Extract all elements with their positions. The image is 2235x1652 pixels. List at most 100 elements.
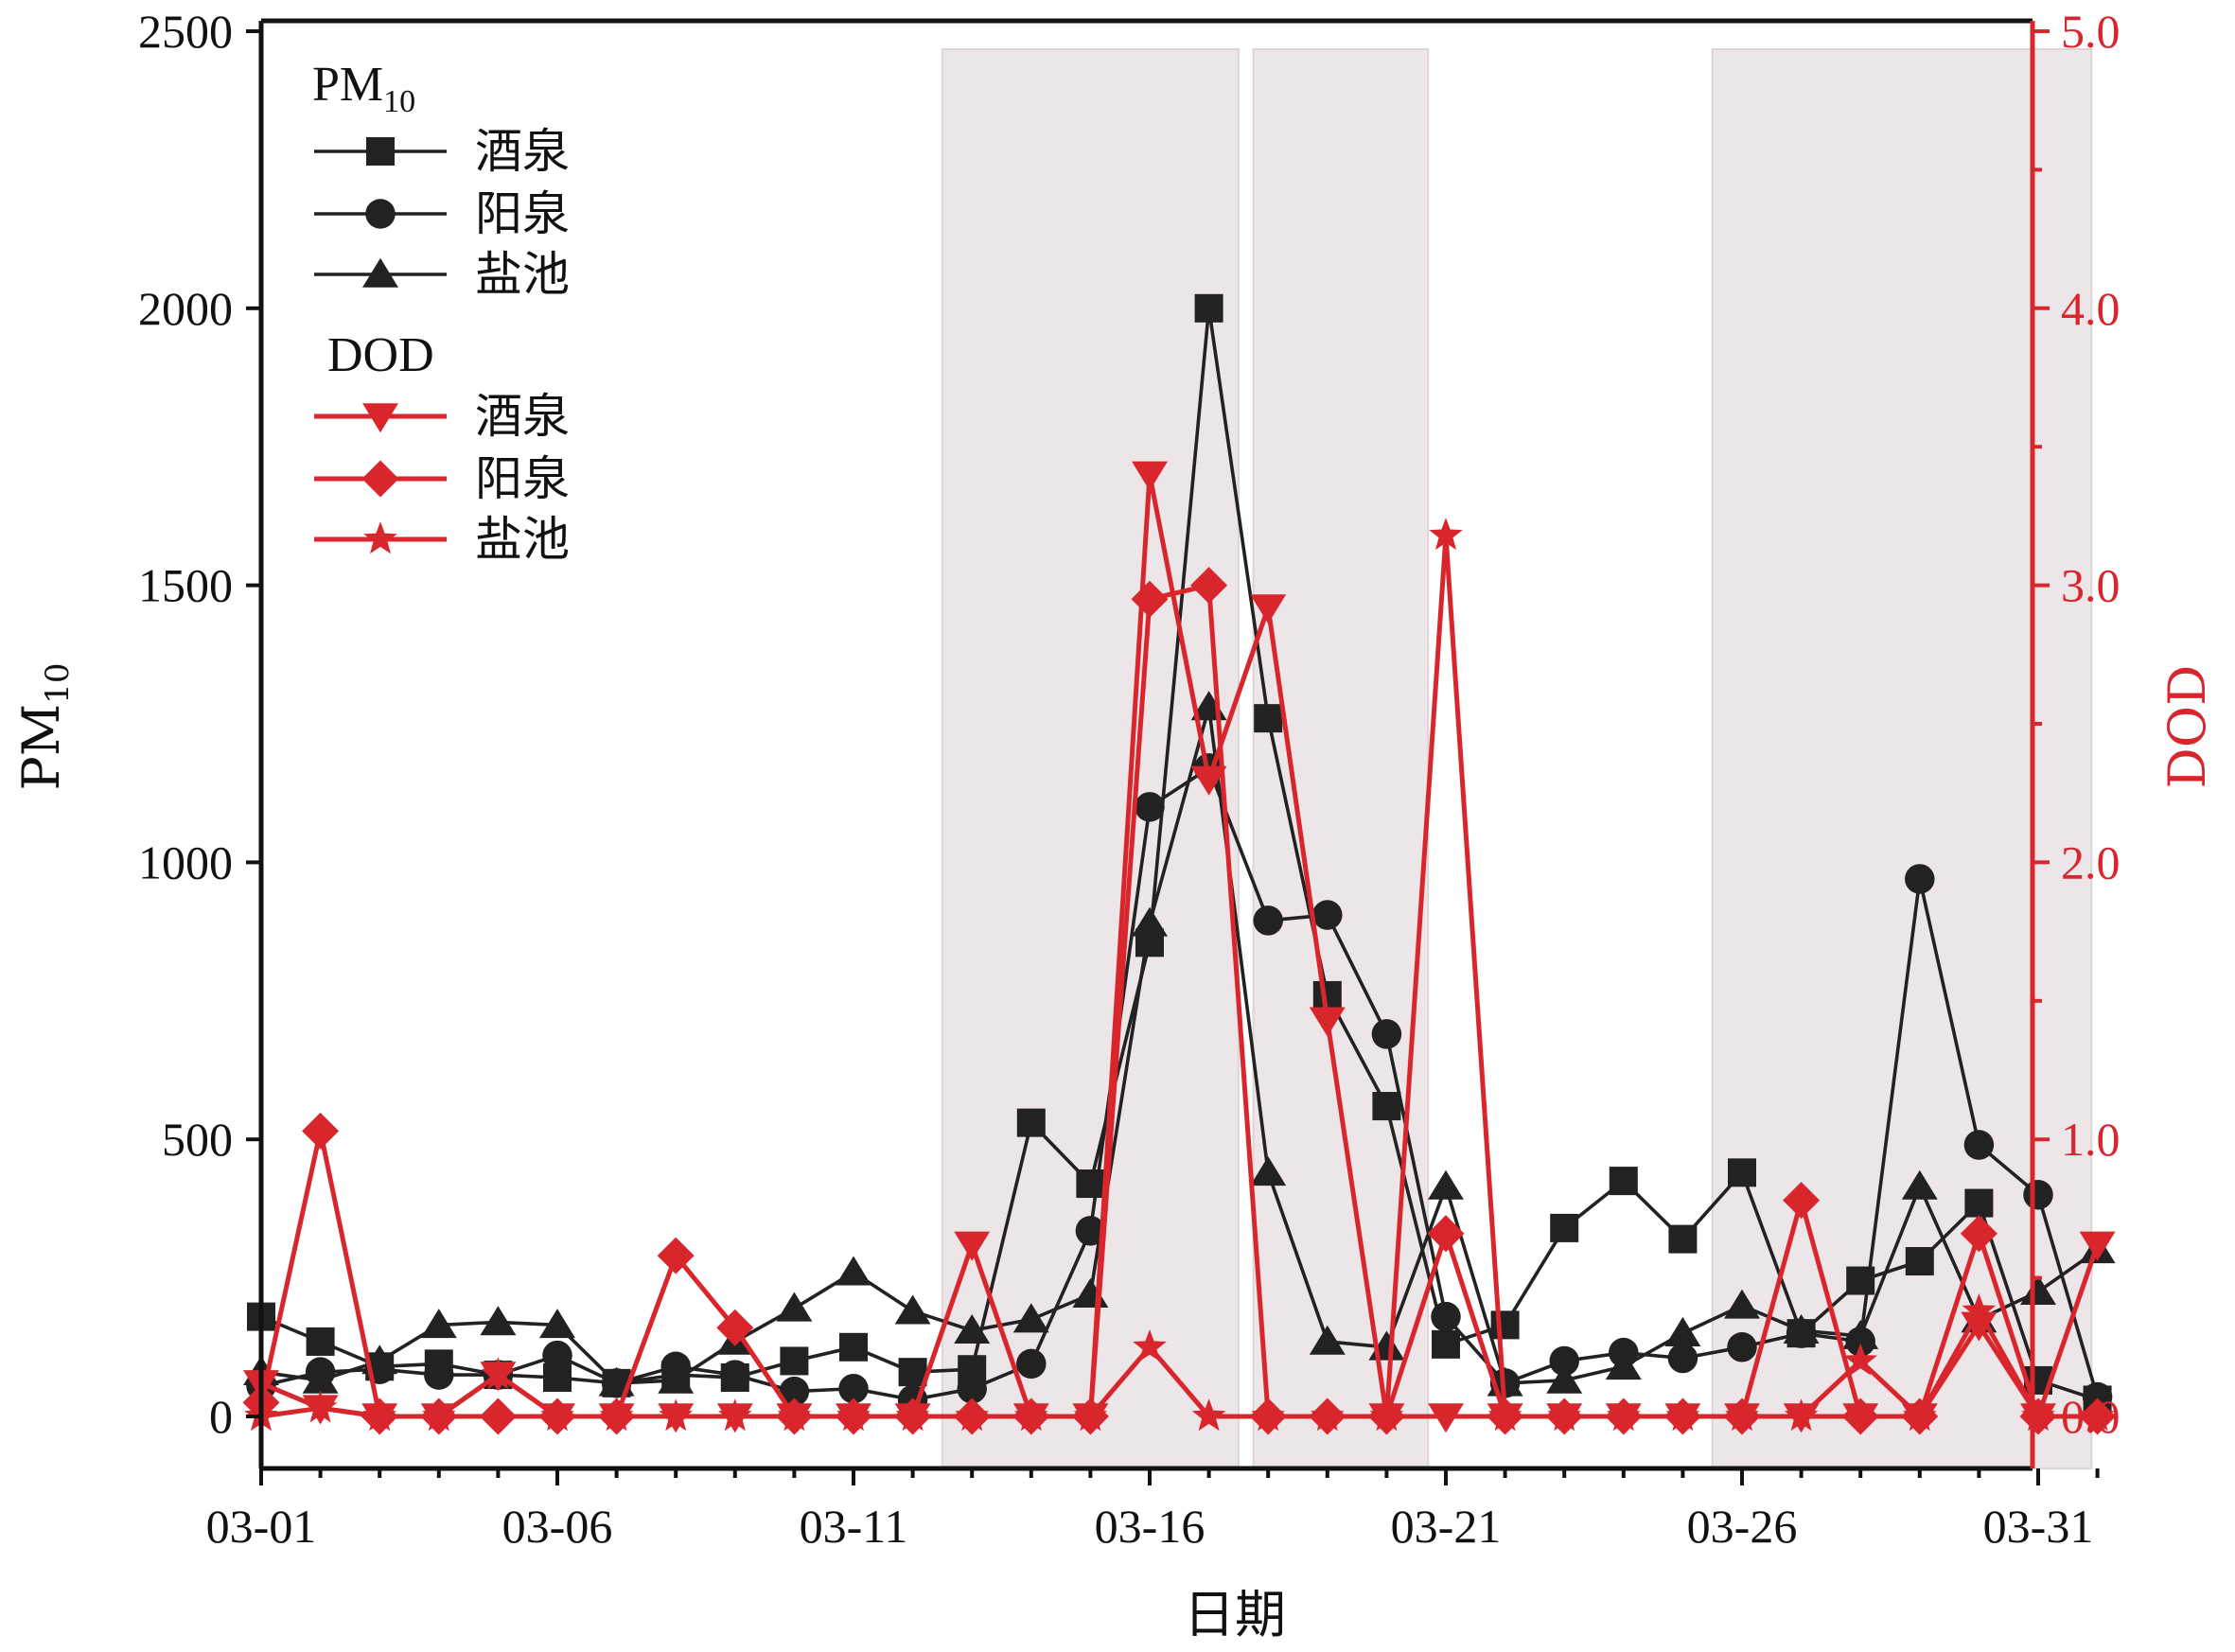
data-point [1190,765,1227,796]
y-left-tick-label: 500 [162,1113,233,1166]
legend-marker [361,460,399,498]
data-point [422,1398,456,1432]
data-point [1783,1182,1821,1220]
data-point [542,1340,572,1371]
data-point [776,1292,813,1322]
data-point [1841,1397,1879,1435]
data-point [306,1327,335,1356]
data-point [302,1112,340,1150]
data-point [1550,1213,1579,1242]
data-point [1132,461,1168,491]
x-tick-label: 03-11 [800,1500,908,1553]
legend-pm-title: PM10 [312,58,415,119]
data-point [1194,293,1223,323]
data-point [1905,1247,1934,1276]
x-tick-label: 03-16 [1095,1500,1205,1553]
data-point [1664,1316,1701,1346]
data-point [1724,1289,1760,1319]
y-right-tick-label: 5.0 [2061,5,2121,58]
data-point [1546,1363,1583,1394]
data-point [1667,1343,1698,1374]
data-point [2080,1398,2115,1432]
y-right-tick-label: 1.0 [2061,1113,2121,1166]
data-point [1961,1311,1997,1342]
data-point [1428,1403,1464,1433]
axes: 0 500 1000 1500 2000 2500 0.0 1.0 2.0 3.0 4.0 5.0 03… [138,5,2121,1553]
data-point [1312,900,1343,930]
y-axis-left-label-base: PM [11,704,71,791]
legend-marker [366,137,395,166]
data-point [658,1363,695,1394]
data-point [1132,906,1168,937]
data-point [1012,1303,1049,1333]
data-point [420,1309,457,1339]
data-point [1783,1313,1820,1344]
data-point [1250,1156,1287,1186]
data-point [1428,1169,1464,1200]
data-point [1609,1167,1638,1196]
data-point [2020,1274,2056,1306]
data-point [1191,1398,1226,1432]
y-right-tick-label: 2.0 [2061,835,2121,888]
data-point [1073,1398,1108,1432]
series-dod-star [244,518,2115,1432]
data-point [1962,1293,1997,1326]
data-point [1309,1325,1346,1355]
legend-item-pm10-circle: 阳泉 [314,186,570,241]
data-point [720,1360,750,1390]
data-point [1369,1398,1404,1432]
data-point [481,1357,516,1390]
data-point [1605,1350,1642,1380]
data-point [1014,1398,1048,1432]
data-point [1076,1169,1105,1199]
data-point [716,1309,754,1346]
data-point [1250,594,1287,624]
data-point [1842,1319,1879,1349]
legend-item-dod-star: 盐池 [314,512,570,567]
data-point [1253,905,1283,936]
legend-marker [362,257,398,288]
data-point [1251,1398,1285,1432]
data-point [659,1398,693,1432]
data-point [836,1256,871,1286]
data-point [898,1358,927,1387]
data-point [1725,1398,1759,1432]
data-point [1429,518,1463,551]
data-point [955,1398,989,1432]
data-point [1905,864,1935,894]
y-right-tick-label: 4.0 [2061,282,2121,335]
shaded-period-3 [1711,48,2093,1469]
data-point [838,1373,869,1404]
data-point [1547,1398,1581,1432]
y-left-tick-label: 1500 [138,559,233,612]
data-point [1016,1348,1047,1380]
x-axis-label: 日期 [1184,1585,1286,1644]
data-point [836,1398,871,1432]
data-point [2082,1381,2113,1413]
data-point [1427,1215,1465,1253]
data-point [1131,580,1169,618]
data-point [657,1237,695,1274]
data-point [480,1306,517,1336]
data-point [540,1398,574,1432]
y-left-tick-label: 0 [209,1390,233,1443]
series-layer [242,293,2117,1435]
data-point [1254,704,1283,733]
data-point [954,1231,991,1261]
y-right-tick-label: 0.0 [2061,1390,2121,1443]
data-point [957,1373,987,1404]
legend-label: 酒泉 [475,124,570,179]
legend-item-dod-diamond: 阳泉 [314,451,570,506]
legend-pm-title-base: PM [312,58,383,112]
data-point [1960,1215,1997,1253]
x-tick-label: 03-26 [1687,1500,1798,1553]
data-point [1963,1130,1995,1160]
legend-dod-title: DOD [327,328,434,382]
data-point [1964,1188,1994,1218]
data-point [1549,1345,1579,1377]
y-axis-right-label: DOD [2157,665,2217,789]
legend-label: 阳泉 [475,451,570,506]
data-point [479,1397,517,1435]
y-left-tick-label: 1000 [138,835,233,888]
